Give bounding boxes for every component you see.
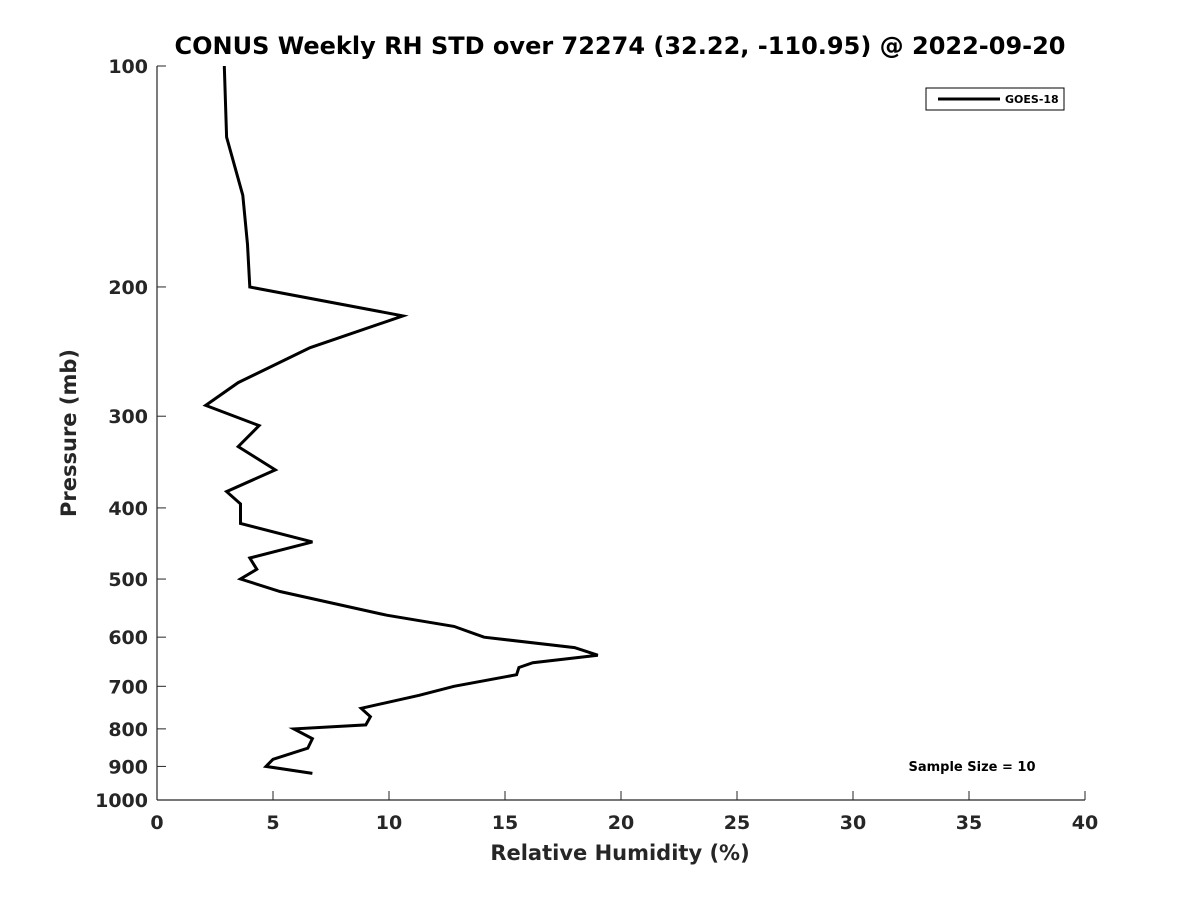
x-tick-label: 15 xyxy=(492,812,518,834)
y-tick-label: 100 xyxy=(108,56,148,78)
series-line-goes-18 xyxy=(202,65,599,775)
y-tick-label: 800 xyxy=(108,719,148,741)
x-tick-label: 5 xyxy=(266,812,279,834)
x-tick-label: 0 xyxy=(150,812,163,834)
y-tick-label: 600 xyxy=(108,627,148,649)
chart-title: CONUS Weekly RH STD over 72274 (32.22, -… xyxy=(174,32,1065,60)
y-tick-label: 300 xyxy=(108,406,148,428)
legend: GOES-18 xyxy=(925,87,1065,111)
x-axis-ticks: 0 5 10 15 20 25 30 35 40 xyxy=(150,791,1098,834)
y-axis-ticks: 100 200 300 400 500 600 700 800 900 1000 xyxy=(95,56,166,812)
series-layer xyxy=(202,65,599,775)
y-tick-label: 700 xyxy=(108,676,148,698)
y-tick-label: 1000 xyxy=(95,790,148,812)
legend-label-goes-18: GOES-18 xyxy=(1005,93,1059,106)
axes xyxy=(156,66,1085,801)
sample-size-annotation: Sample Size = 10 xyxy=(908,760,1035,775)
y-tick-label: 200 xyxy=(108,277,148,299)
x-tick-label: 25 xyxy=(724,812,750,834)
x-tick-label: 20 xyxy=(608,812,634,834)
x-tick-label: 10 xyxy=(376,812,402,834)
y-axis-label: Pressure (mb) xyxy=(57,349,81,517)
y-tick-label: 400 xyxy=(108,498,148,520)
x-tick-label: 30 xyxy=(840,812,866,834)
x-tick-label: 35 xyxy=(956,812,982,834)
x-axis-label: Relative Humidity (%) xyxy=(490,841,749,865)
x-tick-label: 40 xyxy=(1072,812,1098,834)
y-tick-label: 900 xyxy=(108,756,148,778)
y-tick-label: 500 xyxy=(108,569,148,591)
